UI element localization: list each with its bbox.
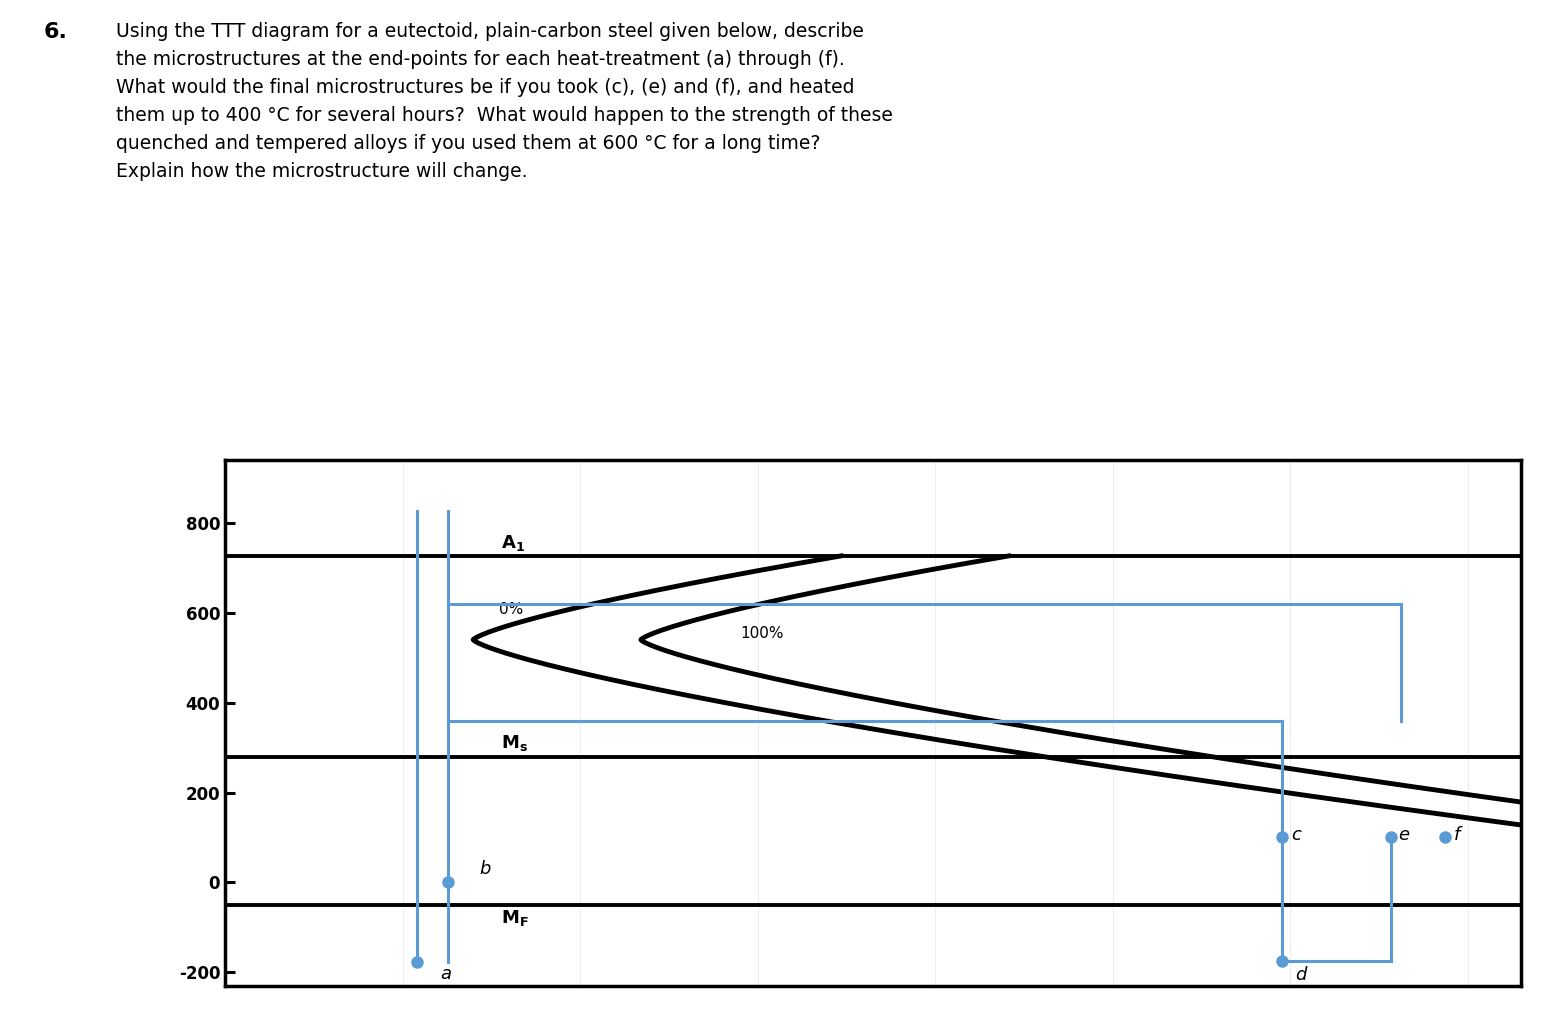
Text: $\mathit{c}$: $\mathit{c}$ <box>1291 826 1302 844</box>
Text: 100%: 100% <box>740 626 784 641</box>
Text: $\mathit{a}$: $\mathit{a}$ <box>439 964 452 983</box>
Text: $\mathbf{M_F}$: $\mathbf{M_F}$ <box>501 909 529 928</box>
Text: 0%: 0% <box>500 602 523 617</box>
Text: $\mathit{d}$: $\mathit{d}$ <box>1294 966 1308 984</box>
Text: $\mathit{f}$: $\mathit{f}$ <box>1453 826 1464 844</box>
Text: $\mathbf{M_s}$: $\mathbf{M_s}$ <box>501 733 528 753</box>
Text: $\mathit{e}$: $\mathit{e}$ <box>1398 826 1411 844</box>
Text: $\mathit{b}$: $\mathit{b}$ <box>480 860 492 878</box>
Text: Using the TTT diagram for a eutectoid, plain-carbon steel given below, describe
: Using the TTT diagram for a eutectoid, p… <box>116 22 894 181</box>
Text: $\mathbf{A_1}$: $\mathbf{A_1}$ <box>501 534 525 553</box>
Text: 6.: 6. <box>43 22 67 42</box>
